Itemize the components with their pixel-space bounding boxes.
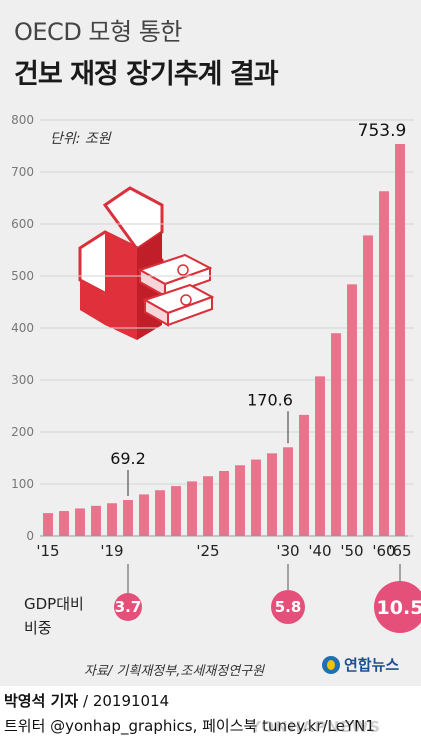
x-tick-label: '50 [340, 542, 363, 560]
gdp-ratio-value: 10.5 [377, 597, 421, 619]
bar [363, 235, 373, 536]
y-tick-label: 400 [11, 321, 34, 335]
x-tick-label: '65 [388, 542, 411, 560]
watermark: YONHAPNEWS [250, 718, 381, 736]
bar [299, 414, 309, 536]
gdp-ratio-value: 3.7 [115, 598, 142, 616]
bar [315, 376, 325, 536]
y-tick-label: 0 [26, 529, 34, 543]
chart-title-line1: OECD 모형 통한 [14, 18, 182, 46]
bar [267, 453, 277, 536]
x-tick-label: '40 [308, 542, 331, 560]
bar [395, 143, 405, 537]
y-tick-label: 600 [11, 217, 34, 231]
reporter-name: 박영석 기자 [4, 692, 79, 710]
x-tick-label: '30 [276, 542, 299, 560]
bar [187, 481, 197, 536]
gdp-ratio-circle [374, 581, 421, 633]
health-insurance-illustration-icon [78, 186, 215, 340]
byline: 박영석 기자 / 20191014 [4, 690, 169, 711]
chart-title-line2: 건보 재정 장기추계 결과 [14, 59, 279, 90]
unit-label: 단위: 조원 [50, 131, 111, 147]
gdp-ratio-circle [114, 593, 142, 621]
y-tick-label: 500 [11, 269, 34, 283]
bar [123, 500, 133, 536]
bar [379, 191, 389, 537]
bar-chart: 0 100 200 300 400 500 600 700 800 '15 '19 '25 '30 '40… [11, 113, 421, 633]
logo-text: 연합뉴스 [344, 656, 400, 674]
yonhap-logo-icon [322, 655, 340, 674]
social-handles: 트위터 @yonhap_graphics, 페이스북 tuney.kr/LeYN… [4, 717, 375, 735]
bar [219, 471, 229, 536]
bar [75, 508, 85, 536]
source-text: 자료/ 기획재정부,조세재정연구원 [84, 664, 265, 679]
gdp-ratio-value: 5.8 [275, 598, 302, 616]
gdp-ratio-label-line: GDP대비 [24, 595, 84, 613]
yonhap-logo: 연합뉴스 [322, 654, 399, 675]
bar [203, 476, 213, 536]
bar [331, 333, 341, 536]
data-label: 753.9 [358, 121, 407, 141]
y-tick-label: 800 [11, 113, 34, 127]
gdp-ratio-label-line: 비중 [24, 619, 52, 637]
date-text: 20191014 [92, 692, 170, 710]
bar [171, 486, 181, 536]
byline-separator: / [78, 692, 93, 710]
bar [251, 459, 261, 536]
bar [107, 503, 117, 536]
y-tick-label: 300 [11, 373, 34, 387]
y-tick-label: 200 [11, 425, 34, 439]
x-tick-label: '19 [100, 542, 123, 560]
x-tick-label: '25 [196, 542, 219, 560]
y-tick-label: 100 [11, 477, 34, 491]
bar [43, 513, 53, 536]
bar [283, 447, 293, 536]
data-label: 170.6 [247, 390, 293, 409]
bar [139, 494, 149, 536]
bar [91, 505, 101, 536]
bar [235, 465, 245, 536]
y-tick-label: 700 [11, 165, 34, 179]
gdp-ratio-circle [271, 590, 305, 624]
bar [347, 284, 357, 536]
bar [59, 511, 69, 536]
data-label: 69.2 [110, 449, 146, 468]
x-tick-label: '60 [372, 542, 395, 560]
bar [155, 490, 165, 536]
x-tick-label: '15 [36, 542, 59, 560]
